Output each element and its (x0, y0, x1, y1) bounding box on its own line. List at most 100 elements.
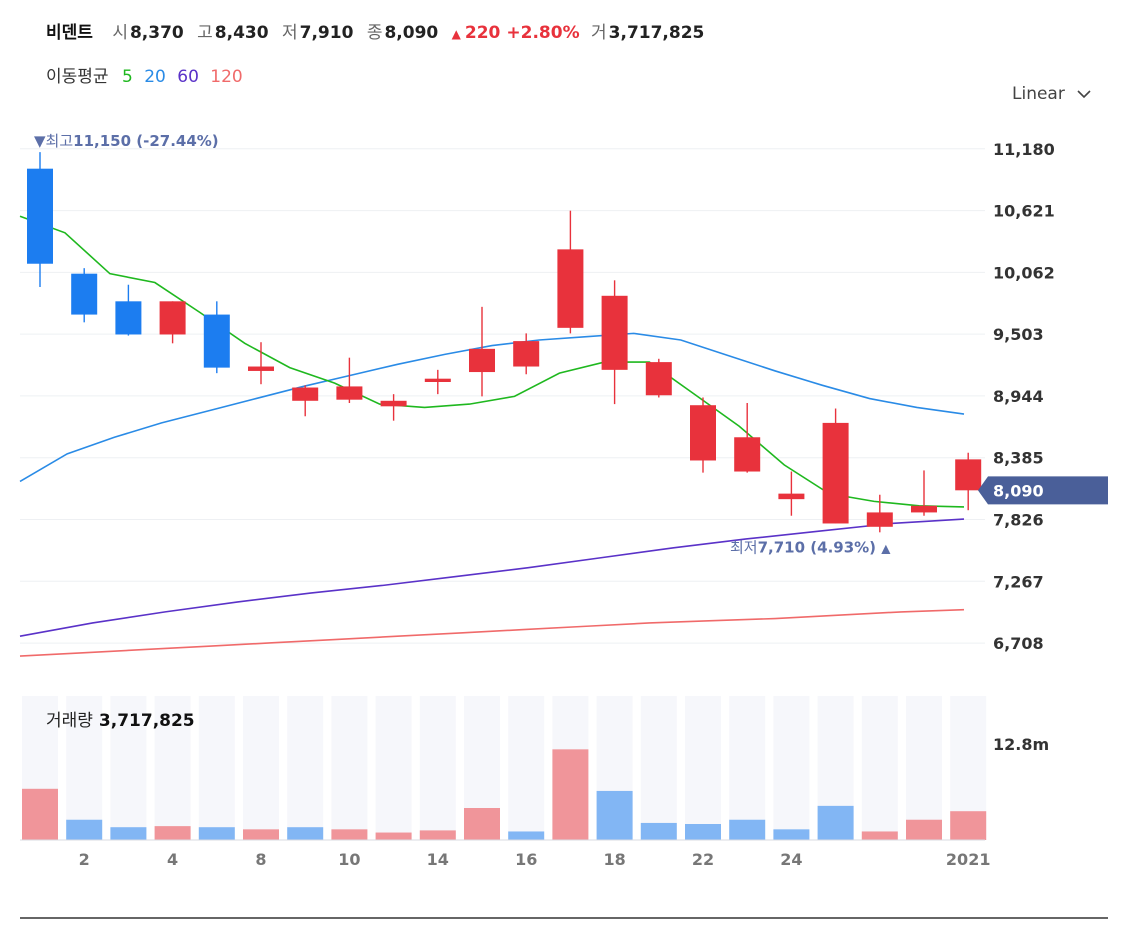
change-up-icon: ▲ (451, 27, 461, 41)
volume-bar (508, 831, 545, 840)
candle-body (469, 348, 495, 373)
candle (203, 301, 230, 374)
ma5-layer (19, 215, 965, 508)
candle (778, 471, 805, 516)
volume-bar (773, 829, 810, 840)
volume-bar (243, 829, 279, 840)
ma120-legend[interactable]: 120 (210, 67, 243, 87)
volume-bg (243, 696, 279, 840)
y-tick-label: 10,062 (993, 263, 1055, 282)
x-tick-label: 24 (780, 850, 802, 869)
x-tick-label: 2021 (946, 850, 991, 869)
volume-backgrounds (22, 696, 987, 840)
volume-bar (375, 832, 412, 840)
volume-bg (66, 696, 103, 840)
candle-body (645, 362, 672, 396)
candle-body (557, 249, 584, 328)
scale-dropdown[interactable]: Linear (1012, 84, 1091, 104)
high-annotation-value: 11,150 (-27.44%) (73, 132, 219, 150)
candle-body (778, 493, 805, 500)
volume-bar (419, 830, 456, 840)
volume-bar (861, 831, 898, 840)
candle (866, 494, 893, 533)
y-tick-label: 10,621 (993, 202, 1055, 221)
volume-bg (508, 696, 545, 840)
ma20-layer (19, 332, 965, 483)
candle (557, 210, 584, 334)
volume-title-value: 3,717,825 (98, 711, 195, 731)
candle (822, 408, 849, 524)
ma60-line (19, 518, 965, 637)
low-annotation: 최저7,710 (4.93%) ▲ (730, 538, 891, 556)
candle-body (380, 400, 407, 407)
open-value: 8,370 (129, 23, 184, 43)
volume-bg (640, 696, 677, 840)
candle (911, 470, 937, 516)
candle-body (203, 314, 230, 368)
volume-bg (110, 696, 147, 840)
x-tick-label: 16 (515, 850, 537, 869)
moving-average-label: 이동평균 (46, 67, 109, 87)
volume-bar (198, 827, 235, 840)
volume-bars (22, 749, 987, 840)
ma20-line (19, 332, 965, 483)
x-tick-label: 4 (167, 850, 178, 869)
x-axis: 2 4 8 10 14 16 18 22 24 2021 (20, 839, 991, 869)
candle-body (911, 505, 937, 513)
scale-value: Linear (1012, 84, 1065, 104)
y-tick-label: 9,503 (993, 325, 1044, 344)
volume-bar (22, 788, 58, 840)
volume-bg (375, 696, 412, 840)
volume-bg (729, 696, 766, 840)
candle (159, 301, 186, 344)
volume-scale-label: 12.8m (993, 735, 1049, 754)
volume-bar (640, 822, 677, 840)
volume-bar (596, 790, 633, 840)
ma60-layer (19, 518, 965, 637)
change-percent: +2.80% (506, 23, 580, 43)
volume-bg (906, 696, 942, 840)
candle-body (690, 405, 716, 461)
y-axis: 11,180 10,621 10,062 9,503 8,944 8,385 7,826 7,… (993, 140, 1055, 754)
volume-bar (950, 811, 987, 840)
candle (955, 452, 982, 511)
low-label: 저 (281, 23, 298, 43)
candles-layer (27, 152, 982, 533)
candle-body (71, 273, 98, 315)
ma5-legend[interactable]: 5 (121, 67, 133, 87)
volume-bar (817, 805, 854, 840)
volume-bar (66, 819, 103, 840)
x-tick-label: 14 (427, 850, 449, 869)
x-tick-label: 10 (338, 850, 360, 869)
candle (424, 369, 451, 395)
grid-lines (20, 148, 985, 644)
y-tick-label: 7,267 (993, 572, 1044, 591)
x-tick-label: 18 (603, 850, 625, 869)
annotations: ▼최고11,150 (-27.44%) 최저7,710 (4.93%) ▲ 8,09… (34, 132, 1108, 556)
candle-body (115, 301, 142, 335)
volume-label: 거 (591, 23, 607, 43)
moving-average-legend: 이동평균 5 20 60 120 (46, 62, 249, 87)
candle (248, 342, 274, 385)
ma120-layer (19, 608, 965, 657)
x-tick-label: 2 (79, 850, 90, 869)
y-tick-label: 8,385 (993, 449, 1044, 468)
candle-body (292, 387, 319, 401)
volume-bar (464, 808, 500, 840)
ma20-legend[interactable]: 20 (144, 67, 166, 87)
ma60-legend[interactable]: 60 (177, 67, 199, 87)
volume-bar (110, 827, 147, 840)
volume-bar (331, 829, 368, 840)
open-label: 시 (112, 23, 128, 43)
y-tick-label: 7,826 (993, 510, 1044, 529)
high-annotation: ▼최고11,150 (-27.44%) (34, 132, 219, 150)
candle (71, 268, 98, 323)
volume-bar (685, 824, 721, 840)
current-price-label: 8,090 (993, 481, 1044, 500)
candle (690, 397, 716, 473)
candle (513, 333, 540, 375)
candle-body (601, 295, 628, 370)
candle (734, 403, 761, 473)
candle-body (822, 422, 849, 524)
